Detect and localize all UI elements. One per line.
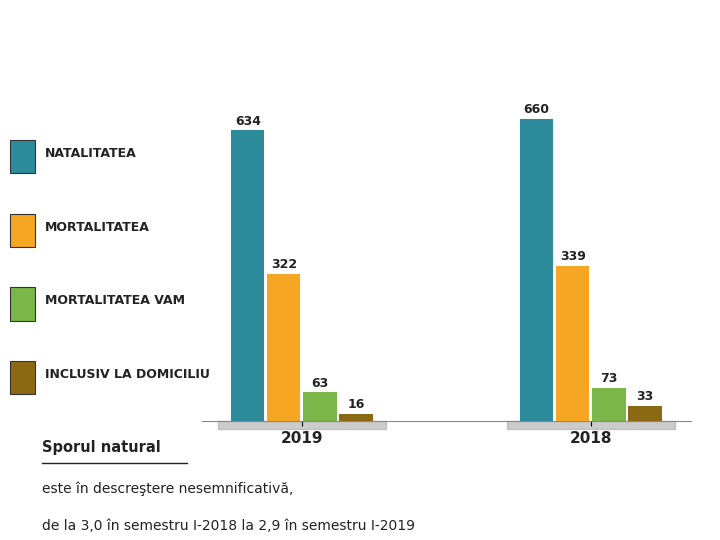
Text: MORTALITATEA VAM: MORTALITATEA VAM: [45, 294, 185, 307]
Bar: [217, 421, 386, 429]
Text: Sporul natural: Sporul natural: [42, 440, 161, 455]
Bar: [556, 266, 590, 421]
Text: NATALITATEA: NATALITATEA: [45, 147, 137, 160]
Bar: [507, 421, 675, 429]
Text: 16: 16: [348, 398, 365, 411]
Bar: [303, 392, 337, 421]
Bar: [520, 118, 553, 421]
Bar: [593, 388, 626, 421]
FancyBboxPatch shape: [10, 214, 35, 247]
Text: 322: 322: [271, 258, 297, 271]
Text: INCLUSIV LA DOMICILIU: INCLUSIV LA DOMICILIU: [45, 368, 210, 381]
Bar: [340, 414, 373, 421]
Text: 660: 660: [523, 103, 549, 116]
Bar: [231, 131, 264, 421]
FancyBboxPatch shape: [10, 140, 35, 173]
Text: 634: 634: [235, 114, 261, 127]
Bar: [629, 406, 662, 421]
Text: de la 3,0 în semestru I-2018 la 2,9 în semestru I-2019: de la 3,0 în semestru I-2018 la 2,9 în s…: [42, 519, 415, 534]
Text: este în descreştere nesemnificativă,: este în descreştere nesemnificativă,: [42, 482, 294, 496]
Text: 339: 339: [560, 250, 586, 263]
Text: Sporul natural: Sporul natural: [42, 444, 161, 459]
FancyBboxPatch shape: [10, 287, 35, 321]
FancyBboxPatch shape: [10, 361, 35, 394]
Text: MORTALITATEA: MORTALITATEA: [45, 220, 150, 233]
Text: 63: 63: [311, 376, 328, 389]
Text: INDICII DEMOGRAFICI: INDICII DEMOGRAFICI: [194, 21, 526, 44]
Text: 73: 73: [600, 372, 618, 385]
Bar: [267, 274, 300, 421]
Text: 33: 33: [636, 390, 654, 403]
